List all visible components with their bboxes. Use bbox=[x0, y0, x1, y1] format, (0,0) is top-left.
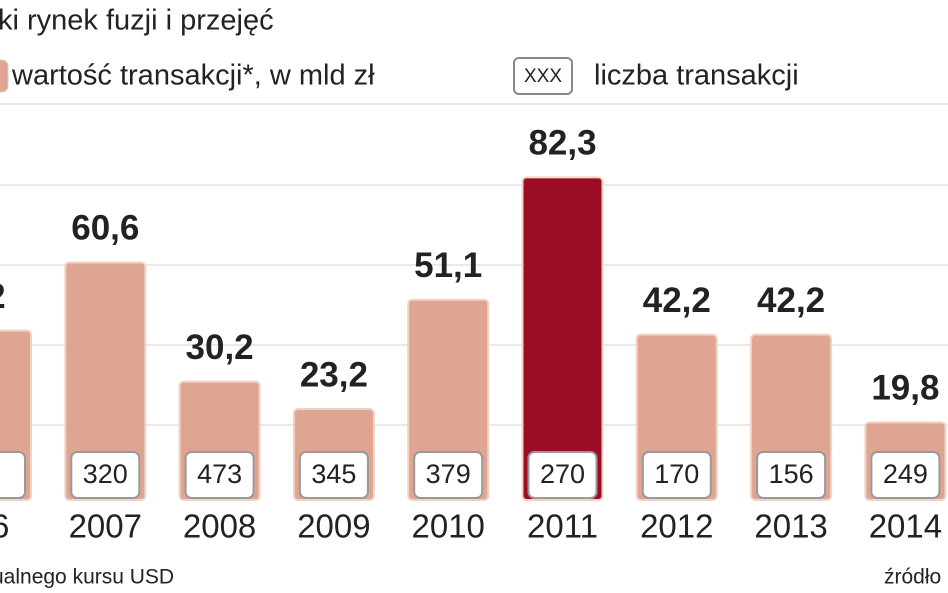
x-tick-label: 2008 bbox=[183, 508, 256, 545]
count-label: 320 bbox=[83, 459, 128, 489]
source: źródło bbox=[884, 566, 941, 589]
count-label: 156 bbox=[769, 459, 814, 489]
x-tick-label: 2014 bbox=[869, 508, 942, 545]
bar bbox=[64, 261, 147, 501]
x-tick-label: 2011 bbox=[527, 508, 598, 545]
value-label: 30,2 bbox=[186, 328, 254, 367]
legend-box bbox=[513, 57, 573, 95]
x-tick-label: 06 bbox=[0, 508, 9, 545]
value-label: 60,6 bbox=[71, 209, 139, 248]
count-label: 170 bbox=[654, 459, 699, 489]
legend-label: wartość transakcji*, w mld zł bbox=[11, 60, 375, 92]
legend-box-label: XXX bbox=[524, 66, 562, 87]
count-label: 345 bbox=[311, 459, 356, 489]
bar bbox=[407, 298, 490, 501]
count-box bbox=[0, 451, 26, 499]
x-tick-label: 2012 bbox=[640, 508, 713, 545]
count-label: 379 bbox=[426, 459, 471, 489]
value-label: 19,8 bbox=[871, 369, 939, 408]
value-label: 82,3 bbox=[528, 124, 596, 163]
legend-label: liczba transakcji bbox=[594, 60, 799, 92]
x-tick-label: 2013 bbox=[754, 508, 827, 545]
value-label: ,2 bbox=[0, 277, 6, 316]
count-box bbox=[413, 451, 484, 499]
value-label: 23,2 bbox=[300, 355, 368, 394]
count-label: 473 bbox=[197, 459, 242, 489]
count-box bbox=[184, 451, 255, 499]
count-label: 249 bbox=[883, 459, 928, 489]
count-box bbox=[527, 451, 598, 499]
x-tick-label: 2007 bbox=[69, 508, 142, 545]
footnote: ualnego kursu USD bbox=[0, 566, 174, 589]
chart-title: ki rynek fuzji i przejęć bbox=[0, 5, 274, 37]
count-label: 270 bbox=[540, 459, 585, 489]
value-label: 42,2 bbox=[757, 281, 825, 320]
value-label: 42,2 bbox=[643, 281, 711, 320]
x-tick-label: 2009 bbox=[297, 508, 370, 545]
legend-swatch bbox=[0, 59, 9, 93]
count-box bbox=[870, 451, 941, 499]
value-label: 51,1 bbox=[414, 246, 482, 285]
count-box bbox=[756, 451, 827, 499]
count-box bbox=[70, 451, 141, 499]
bar bbox=[521, 176, 604, 501]
count-box bbox=[298, 451, 369, 499]
count-box bbox=[641, 451, 712, 499]
x-tick-label: 2010 bbox=[411, 508, 484, 545]
